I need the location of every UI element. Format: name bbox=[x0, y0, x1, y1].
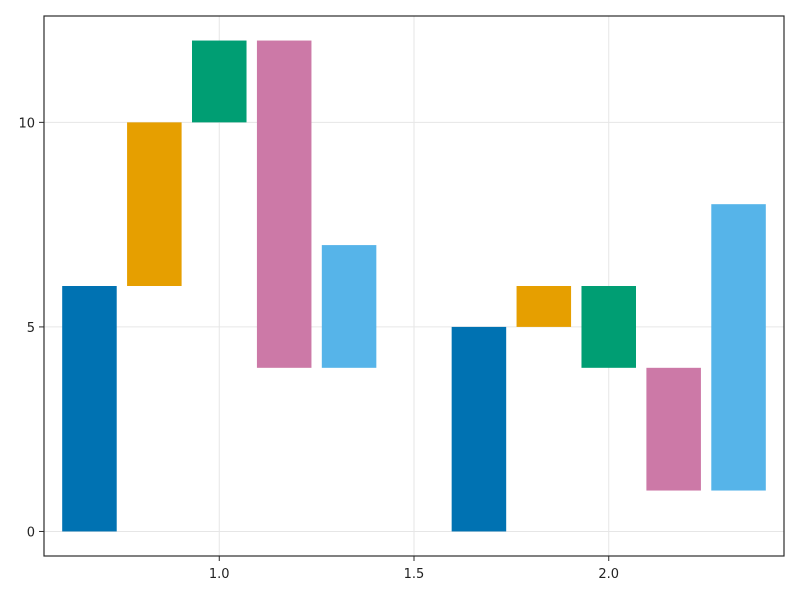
bar-6 bbox=[451, 326, 507, 532]
bar-3 bbox=[192, 40, 247, 123]
x-axis-ticks: 1.0 1.5 2.0 bbox=[209, 556, 619, 582]
bars bbox=[62, 40, 766, 532]
bar-7 bbox=[516, 286, 572, 327]
x-tick-label: 1.5 bbox=[404, 567, 425, 582]
bar-8 bbox=[581, 286, 636, 368]
y-tick-label: 10 bbox=[18, 116, 35, 131]
bar-5 bbox=[321, 245, 377, 368]
bar-10 bbox=[711, 204, 766, 491]
bar-1 bbox=[62, 286, 117, 532]
y-tick-label: 5 bbox=[27, 321, 35, 336]
bar-9 bbox=[646, 367, 701, 491]
bar-2 bbox=[127, 122, 182, 286]
x-tick-label: 2.0 bbox=[598, 567, 619, 582]
y-tick-label: 0 bbox=[27, 525, 35, 540]
bar-4 bbox=[256, 40, 312, 368]
y-axis-ticks: 0 5 10 bbox=[18, 116, 44, 540]
x-tick-label: 1.0 bbox=[209, 567, 230, 582]
